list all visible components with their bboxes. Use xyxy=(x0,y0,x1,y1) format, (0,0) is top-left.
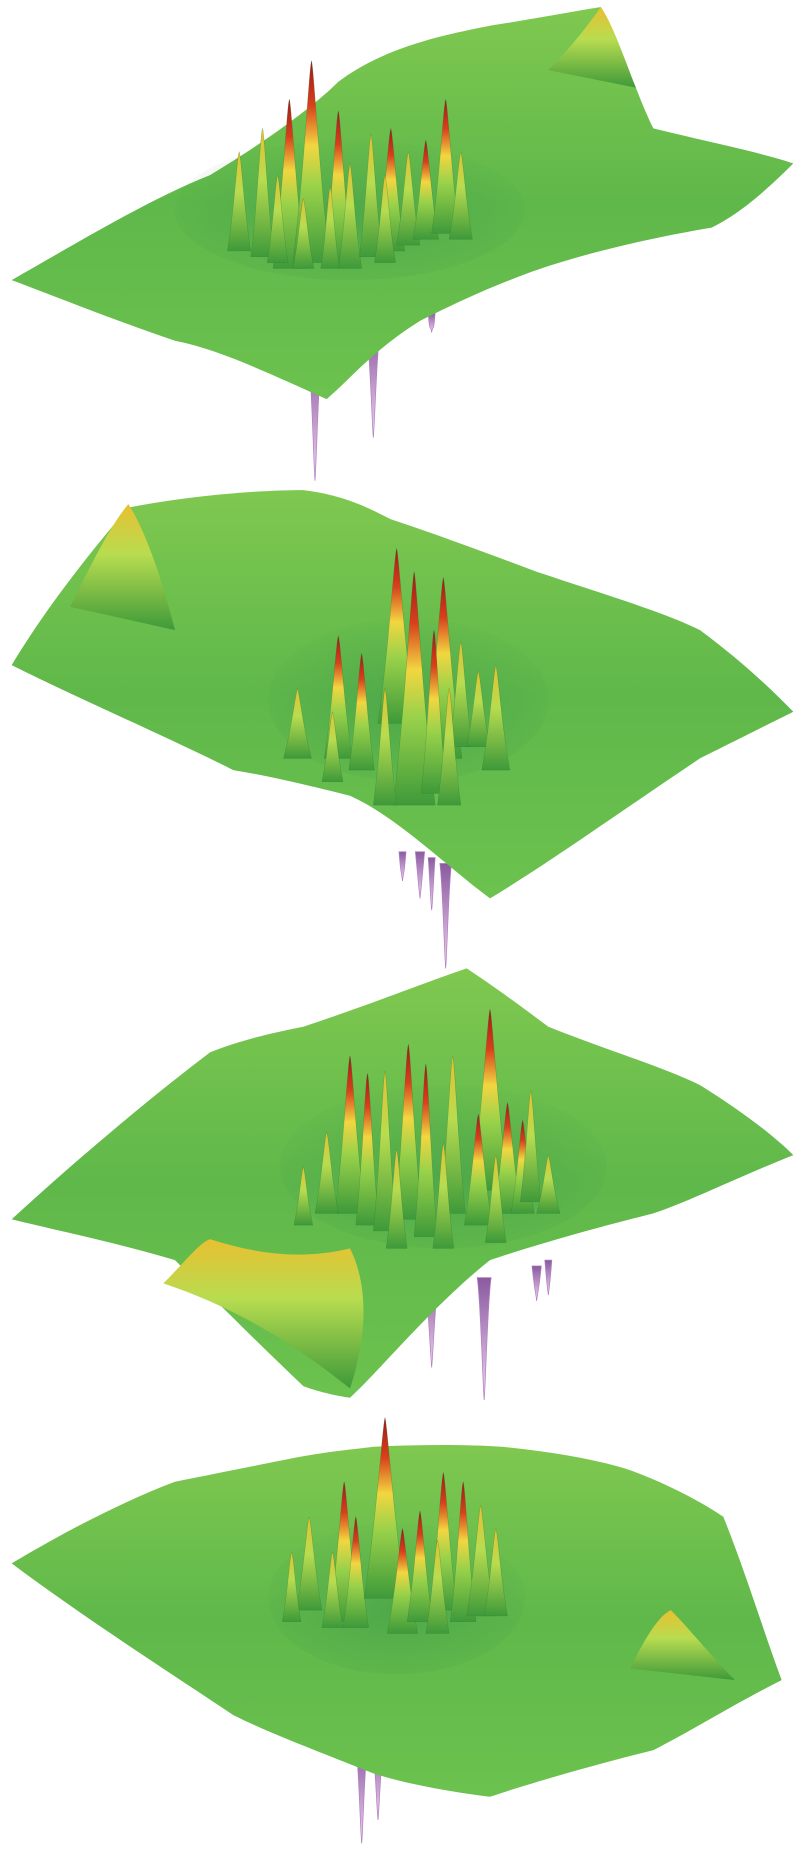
peak xyxy=(464,1113,493,1226)
spike xyxy=(427,857,436,911)
peak xyxy=(437,687,462,806)
group xyxy=(282,1416,508,1634)
peak xyxy=(334,1055,366,1214)
ridge xyxy=(548,7,636,88)
peak xyxy=(374,174,396,263)
ridge xyxy=(630,1610,735,1681)
group xyxy=(427,857,436,911)
group xyxy=(544,1259,553,1296)
peak xyxy=(520,1090,542,1202)
peak xyxy=(392,571,436,806)
peak xyxy=(431,98,460,234)
peak xyxy=(448,641,473,747)
peak xyxy=(227,151,252,252)
peak xyxy=(348,652,375,771)
ridge xyxy=(163,1239,364,1389)
peak xyxy=(481,664,511,771)
peak xyxy=(292,197,315,269)
surface-panel xyxy=(11,1416,782,1844)
group xyxy=(293,1008,561,1249)
peak xyxy=(266,174,289,263)
ridge xyxy=(70,504,175,631)
peak xyxy=(485,1154,507,1243)
surface-panel xyxy=(11,968,794,1401)
peak xyxy=(321,1551,344,1628)
group xyxy=(283,547,511,806)
group xyxy=(227,60,473,269)
group xyxy=(531,1265,542,1301)
spike xyxy=(531,1265,542,1301)
surface-panel xyxy=(11,490,794,969)
peak xyxy=(385,1148,408,1249)
peak xyxy=(466,670,491,747)
group xyxy=(398,851,407,881)
group xyxy=(427,312,436,333)
peak xyxy=(296,1516,323,1611)
peak xyxy=(359,133,383,257)
peak xyxy=(250,127,275,257)
peak xyxy=(420,629,448,794)
surface-panel xyxy=(11,7,794,481)
peak xyxy=(483,1527,508,1617)
peak xyxy=(412,139,439,240)
peak xyxy=(293,1166,313,1226)
peak xyxy=(450,1481,477,1622)
peak xyxy=(432,1142,455,1249)
spike xyxy=(414,851,426,899)
peak xyxy=(448,151,473,240)
peak xyxy=(536,1154,561,1214)
spike xyxy=(544,1259,553,1296)
peak xyxy=(394,1043,423,1220)
peak xyxy=(425,1539,450,1634)
group xyxy=(476,1277,492,1401)
peak xyxy=(413,1063,438,1237)
peak xyxy=(373,687,397,806)
peak xyxy=(406,1510,434,1622)
peak xyxy=(314,1131,339,1214)
peak xyxy=(355,1072,380,1226)
peak xyxy=(321,711,344,782)
peak xyxy=(373,1070,397,1232)
peak xyxy=(320,186,340,269)
peak xyxy=(363,1416,407,1599)
spike xyxy=(427,312,436,333)
group xyxy=(439,863,452,969)
spike xyxy=(476,1277,492,1401)
group xyxy=(414,851,426,899)
peak xyxy=(282,1551,302,1622)
peak xyxy=(338,162,362,269)
peak xyxy=(342,1516,369,1628)
spike xyxy=(398,851,407,881)
peak xyxy=(283,687,312,759)
spike xyxy=(439,863,452,969)
